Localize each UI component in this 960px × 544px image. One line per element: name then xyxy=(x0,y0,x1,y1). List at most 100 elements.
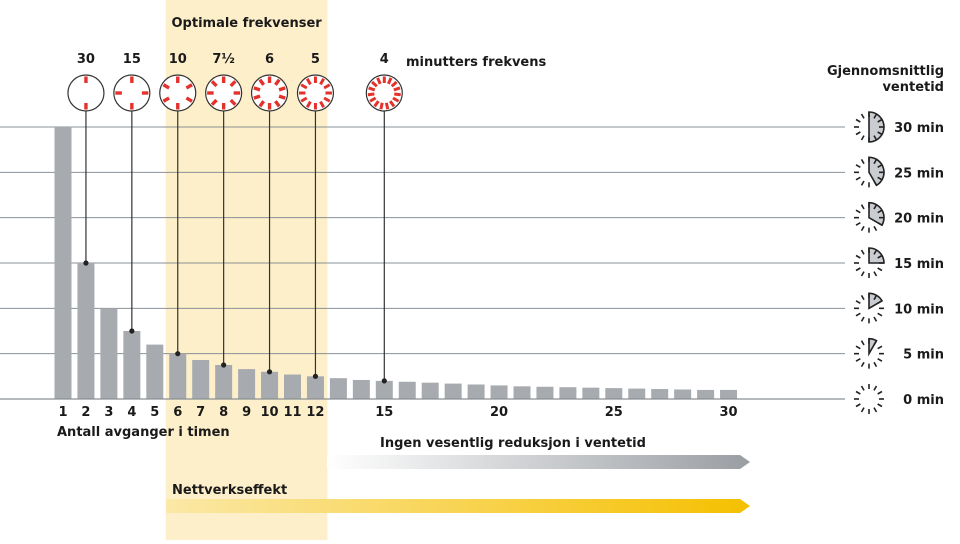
clock-spoke xyxy=(305,77,312,86)
leader-dot xyxy=(266,369,273,375)
x-axis-label: Antall avganger i timen xyxy=(57,425,230,440)
clock-spoke xyxy=(367,92,375,97)
dial-tick xyxy=(873,113,878,119)
frequency-label: 15 xyxy=(123,52,141,67)
leader-dot xyxy=(381,378,387,384)
frequency-caption: minutters frekvens xyxy=(406,55,547,70)
frequency-label: 6 xyxy=(265,52,274,67)
bar xyxy=(306,376,324,399)
arrow-label-no-reduction: Ingen vesentlig reduksjon i ventetid xyxy=(380,436,646,451)
clock-spoke xyxy=(369,96,377,103)
bar xyxy=(375,380,393,399)
dial-tick xyxy=(860,225,865,232)
dial-tick xyxy=(860,316,865,322)
bar xyxy=(536,386,554,399)
dial-tick xyxy=(873,316,878,322)
dial-tick xyxy=(877,176,883,181)
x-tick-label: 6 xyxy=(173,405,182,420)
dial-tick xyxy=(855,118,861,123)
bar xyxy=(605,388,623,399)
bar xyxy=(398,381,416,399)
bar xyxy=(467,384,485,399)
bar xyxy=(352,379,370,399)
x-tick-label: 20 xyxy=(490,405,508,420)
dial-tick xyxy=(860,271,865,277)
dial-tick xyxy=(860,249,865,255)
dial-tick xyxy=(860,294,865,301)
clock-spoke xyxy=(371,80,378,88)
dial-tick xyxy=(855,403,861,408)
bar xyxy=(490,385,508,399)
dial-tick xyxy=(860,113,865,119)
dial-tick xyxy=(860,340,865,346)
dial-tick xyxy=(860,361,865,368)
dial-tick xyxy=(855,300,861,305)
leader-dot xyxy=(83,260,89,266)
dial-tick xyxy=(855,267,861,272)
clock-circle xyxy=(296,74,335,112)
dial-tick xyxy=(855,357,861,362)
clock-spoke xyxy=(278,94,286,100)
range-arrow xyxy=(326,455,751,469)
dial-tick xyxy=(877,403,883,408)
arrow-label-network-effect: Nettverkseffekt xyxy=(172,483,287,498)
dial-tick xyxy=(877,254,883,259)
dial-tick xyxy=(877,131,883,136)
band-label: Optimale frekvenser xyxy=(172,16,323,31)
clock-spoke xyxy=(323,96,331,103)
dial-tick xyxy=(855,254,861,259)
dial-tick xyxy=(855,345,861,350)
dial-tick xyxy=(873,340,878,346)
clock-circle xyxy=(159,74,197,112)
clock-spoke xyxy=(274,100,281,108)
clock-spoke xyxy=(376,77,382,85)
x-tick-label: 9 xyxy=(242,405,251,420)
x-tick-label: 5 xyxy=(150,405,159,420)
dial-tick xyxy=(873,385,878,391)
x-tick-label: 30 xyxy=(720,405,738,420)
bar xyxy=(628,388,646,399)
clock-spoke xyxy=(253,94,261,100)
clock-spoke xyxy=(300,96,308,103)
frequency-label: 4 xyxy=(380,52,389,67)
dial-tick xyxy=(877,221,883,226)
clock-spoke xyxy=(305,100,312,109)
bar xyxy=(54,127,72,399)
bar xyxy=(284,374,301,399)
bar xyxy=(215,365,233,399)
bar xyxy=(674,389,692,399)
leader-dot xyxy=(312,373,319,379)
bar xyxy=(720,389,738,399)
range-arrow xyxy=(166,499,751,513)
x-tick-label: 7 xyxy=(196,405,205,420)
x-tick-label: 4 xyxy=(127,405,136,420)
clock-spoke xyxy=(373,100,380,108)
bar xyxy=(238,369,256,399)
clock-spoke xyxy=(253,86,261,92)
y-tick-label: 5 min xyxy=(903,348,944,363)
dial-tick xyxy=(860,385,865,391)
wait-time-dial-icon xyxy=(854,111,885,143)
bar xyxy=(421,382,439,399)
clock-spoke xyxy=(300,83,308,90)
dial-tick xyxy=(873,407,878,413)
dial-tick xyxy=(877,267,883,272)
y-axis-title-line1: Gjennomsnittlig xyxy=(827,64,944,79)
clock-spoke xyxy=(368,86,376,92)
clock-spoke xyxy=(210,80,218,88)
clock-circle xyxy=(113,74,151,112)
leader-dot xyxy=(221,362,227,368)
bar xyxy=(261,371,279,399)
leader-dot xyxy=(129,328,135,334)
y-axis-title-line2: ventetid xyxy=(882,80,944,95)
clock-spoke xyxy=(258,78,266,86)
dial-tick xyxy=(860,158,865,165)
clock-spoke xyxy=(386,77,393,85)
clock-spoke xyxy=(162,83,170,90)
bar xyxy=(444,383,462,399)
x-tick-label: 10 xyxy=(261,405,279,420)
clock-spoke xyxy=(394,92,401,97)
clock-spoke xyxy=(392,96,400,103)
